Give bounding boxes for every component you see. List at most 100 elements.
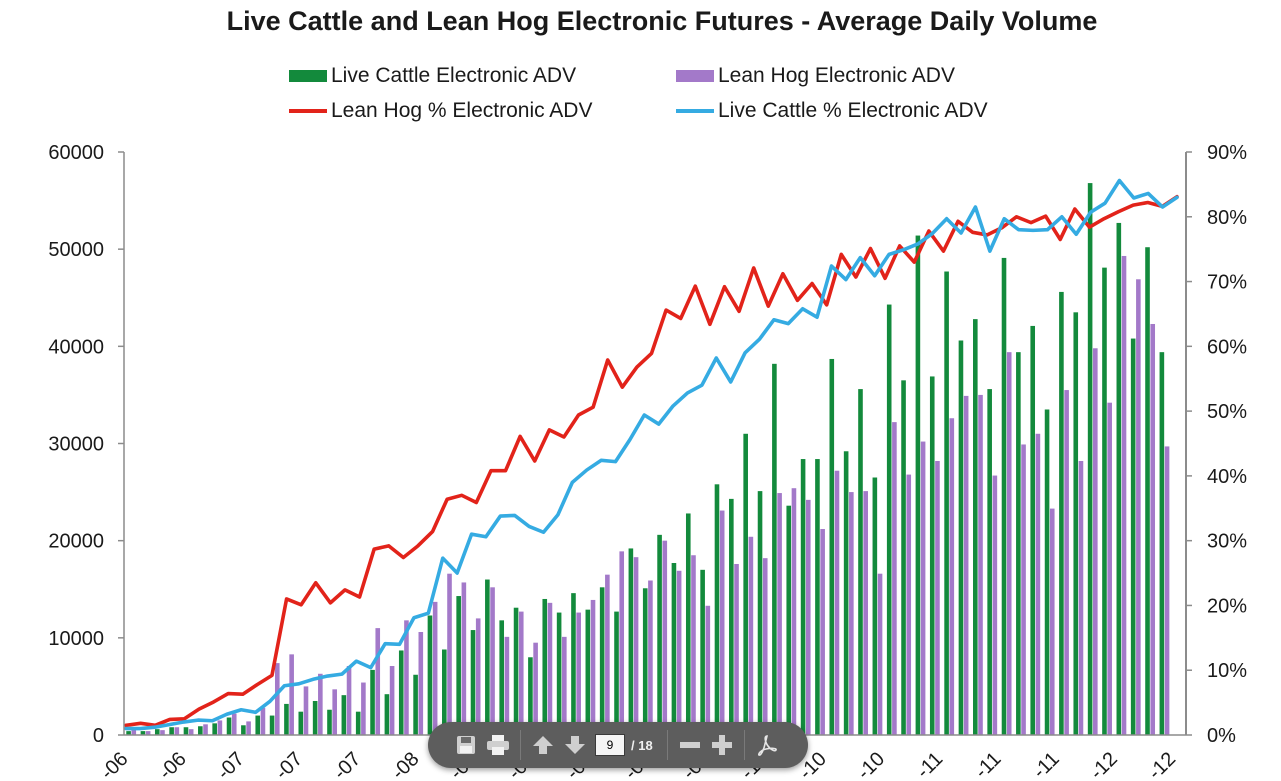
bar-lean-hog-5 <box>203 724 208 735</box>
right-axis-tick-label: 90% <box>1207 142 1247 164</box>
x-axis-tick-label: -06 <box>97 748 133 781</box>
bar-live-cattle-5 <box>198 726 203 735</box>
page-number-input[interactable] <box>595 734 625 756</box>
bar-lean-hog-2 <box>160 730 165 735</box>
x-axis-tick-label: -07 <box>213 748 249 781</box>
x-axis-tick-label: -06 <box>155 748 191 781</box>
bar-live-cattle-43 <box>743 433 748 735</box>
next-page-icon[interactable] <box>559 729 591 761</box>
bar-lean-hog-15 <box>346 666 352 735</box>
save-icon[interactable] <box>450 729 482 761</box>
bar-lean-hog-25 <box>490 587 495 735</box>
x-axis-tick-label: -12 <box>1144 748 1180 781</box>
line-live-cattle-pct <box>124 178 1179 731</box>
bar-lean-hog-44 <box>762 558 768 735</box>
right-axis-tick-label: 40% <box>1207 466 1247 488</box>
bar-live-cattle-41 <box>714 484 720 735</box>
bar-live-cattle-54 <box>901 380 906 735</box>
bar-lean-hog-10 <box>274 663 280 735</box>
zoom-out-icon[interactable] <box>674 729 706 761</box>
bar-live-cattle-60 <box>987 389 992 735</box>
bar-lean-hog-35 <box>633 557 639 735</box>
bar-live-cattle-39 <box>685 513 691 735</box>
right-axis-tick-label: 50% <box>1207 401 1247 423</box>
legend-live-cattle-pct: Live Cattle % Electronic ADV <box>676 99 988 123</box>
bar-live-cattle-19 <box>398 650 404 735</box>
bar-lean-hog-22 <box>447 573 452 735</box>
bar-lean-hog-4 <box>188 729 194 735</box>
bar-lean-hog-70 <box>1136 279 1141 735</box>
bar-lean-hog-42 <box>734 563 739 735</box>
bar-live-cattle-8 <box>241 725 246 735</box>
bar-lean-hog-41 <box>719 510 725 735</box>
bar-lean-hog-6 <box>217 720 223 735</box>
chart-title: Live Cattle and Lean Hog Electronic Futu… <box>226 6 1098 36</box>
x-axis-tick-label: -11 <box>971 748 1006 781</box>
bar-live-cattle-6 <box>212 723 217 735</box>
bar-lean-hog-46 <box>791 488 797 735</box>
bar-live-cattle-62 <box>1016 352 1021 735</box>
bar-lean-hog-14 <box>332 689 337 735</box>
bar-live-cattle-9 <box>255 715 261 735</box>
x-axis-tick-label: -10 <box>853 748 889 781</box>
previous-page-icon[interactable] <box>527 729 559 761</box>
x-axis-tick-label: -08 <box>388 748 424 781</box>
bars-group <box>126 183 1170 736</box>
bar-live-cattle-22 <box>442 649 447 735</box>
bar-lean-hog-67 <box>1093 348 1098 735</box>
bar-live-cattle-36 <box>642 588 648 735</box>
bar-live-cattle-3 <box>169 727 174 735</box>
bar-live-cattle-67 <box>1087 183 1093 736</box>
bar-live-cattle-57 <box>944 271 949 735</box>
bar-lean-hog-1 <box>145 731 151 735</box>
bar-live-cattle-71 <box>1145 247 1150 735</box>
bar-live-cattle-68 <box>1102 267 1107 735</box>
bar-live-cattle-64 <box>1044 409 1050 735</box>
left-axis-tick-label: 10000 <box>48 628 104 650</box>
legend-label: Live Cattle % Electronic ADV <box>718 99 988 122</box>
bar-lean-hog-53 <box>892 422 897 735</box>
bar-lean-hog-52 <box>877 573 883 735</box>
bar-lean-hog-62 <box>1021 444 1026 735</box>
bar-live-cattle-72 <box>1159 352 1165 735</box>
bar-live-cattle-34 <box>614 611 619 735</box>
bar-live-cattle-38 <box>671 563 677 735</box>
bar-live-cattle-31 <box>571 593 576 735</box>
legend-swatch-live-cattle-adv <box>289 70 327 83</box>
bar-live-cattle-44 <box>757 491 763 735</box>
bar-lean-hog-7 <box>231 713 237 735</box>
x-axis-tick-label: -11 <box>1029 748 1064 781</box>
bar-live-cattle-33 <box>599 587 605 735</box>
print-icon[interactable] <box>482 729 514 761</box>
bar-lean-hog-49 <box>834 470 840 735</box>
legend-label: Lean Hog Electronic ADV <box>718 64 955 87</box>
bar-lean-hog-28 <box>533 642 538 735</box>
bar-live-cattle-56 <box>929 376 935 735</box>
bar-live-cattle-14 <box>327 709 332 735</box>
bar-live-cattle-35 <box>628 548 634 735</box>
bar-lean-hog-40 <box>705 605 711 735</box>
bar-live-cattle-65 <box>1059 291 1064 735</box>
bar-lean-hog-47 <box>805 499 811 735</box>
page-total-label: / 18 <box>631 737 653 753</box>
bar-live-cattle-46 <box>786 505 792 735</box>
right-axis-tick-label: 0% <box>1207 725 1236 747</box>
legend-live-cattle-adv: Live Cattle Electronic ADV <box>289 64 576 88</box>
bar-lean-hog-65 <box>1064 390 1069 735</box>
toolbar-separator <box>520 730 521 760</box>
bar-lean-hog-37 <box>662 540 668 735</box>
bar-lean-hog-39 <box>691 555 696 735</box>
legend-swatch-lean-hog-pct <box>289 109 327 114</box>
bar-live-cattle-59 <box>973 319 978 735</box>
bar-lean-hog-31 <box>576 612 581 735</box>
bar-lean-hog-64 <box>1049 508 1055 735</box>
bar-lean-hog-58 <box>963 395 969 735</box>
bar-lean-hog-54 <box>906 474 912 735</box>
legend-swatch-lean-hog-adv <box>676 70 714 83</box>
bar-live-cattle-32 <box>585 609 591 735</box>
bar-lean-hog-66 <box>1078 460 1084 735</box>
acrobat-icon[interactable] <box>751 729 783 761</box>
bar-lean-hog-69 <box>1121 255 1127 735</box>
bar-lean-hog-23 <box>461 582 467 735</box>
zoom-in-icon[interactable] <box>706 729 738 761</box>
